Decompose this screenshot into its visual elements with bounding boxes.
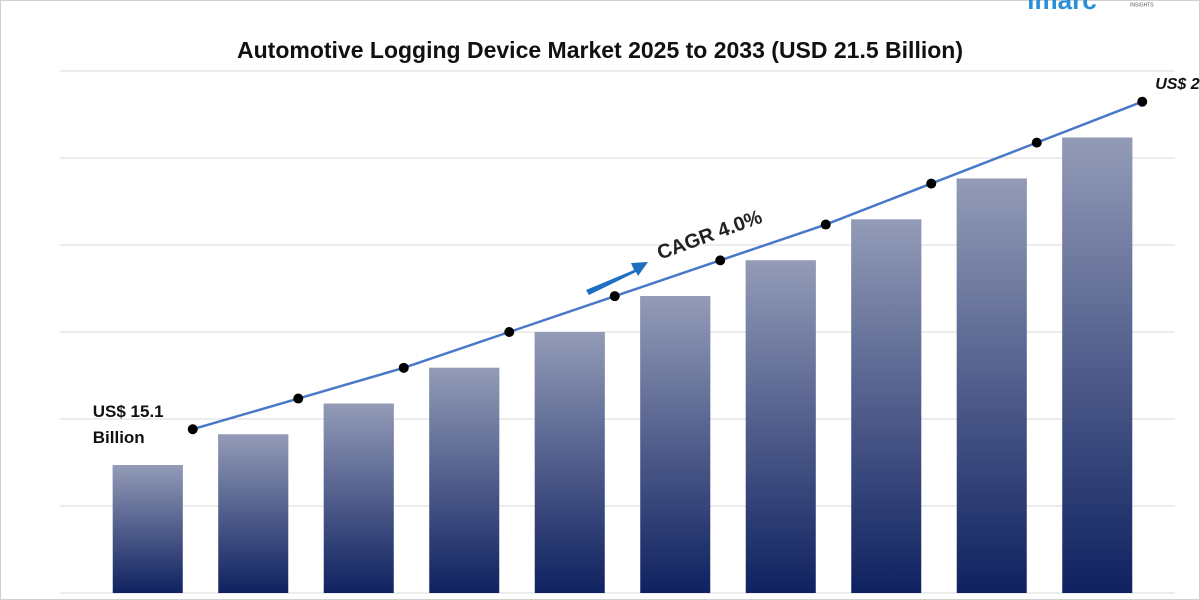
bar-shade: [429, 367, 500, 593]
bar-shade: [745, 260, 816, 593]
marker: [1031, 137, 1042, 148]
bar-shade: [112, 465, 183, 593]
marker: [926, 178, 937, 189]
marker: [609, 291, 620, 302]
value-label-line: US$ 15.1: [93, 403, 164, 422]
logo: imarc: [1027, 0, 1096, 15]
line-layer: US$ 15.1 Billion US$ 21.5 Billion: [93, 76, 1200, 448]
logo-tagline: INSIGHTS: [1130, 2, 1154, 8]
bar-shade: [640, 296, 711, 593]
line: [192, 100, 1143, 431]
marker: [187, 424, 198, 435]
marker: [820, 219, 831, 230]
bar-shade: [323, 403, 394, 593]
marker: [293, 393, 304, 404]
marker: [715, 255, 726, 266]
bars: [112, 137, 1133, 594]
marker: [504, 327, 515, 337]
bar-shade: [534, 332, 605, 593]
marker: [398, 362, 409, 373]
chart-title: Automotive Logging Device Market 2025 to…: [237, 37, 963, 63]
value-label: US$ 15.1 Billion: [93, 403, 164, 448]
bar-shade: [1062, 137, 1133, 593]
value-label-line: Billion: [93, 429, 145, 448]
bar-shade: [851, 219, 922, 594]
arrow: [586, 262, 648, 295]
value-label: US$ 21.5 Billion: [1155, 76, 1200, 93]
marker: [1137, 96, 1148, 107]
bar-shade: [956, 178, 1027, 593]
bar-shade: [218, 434, 289, 593]
